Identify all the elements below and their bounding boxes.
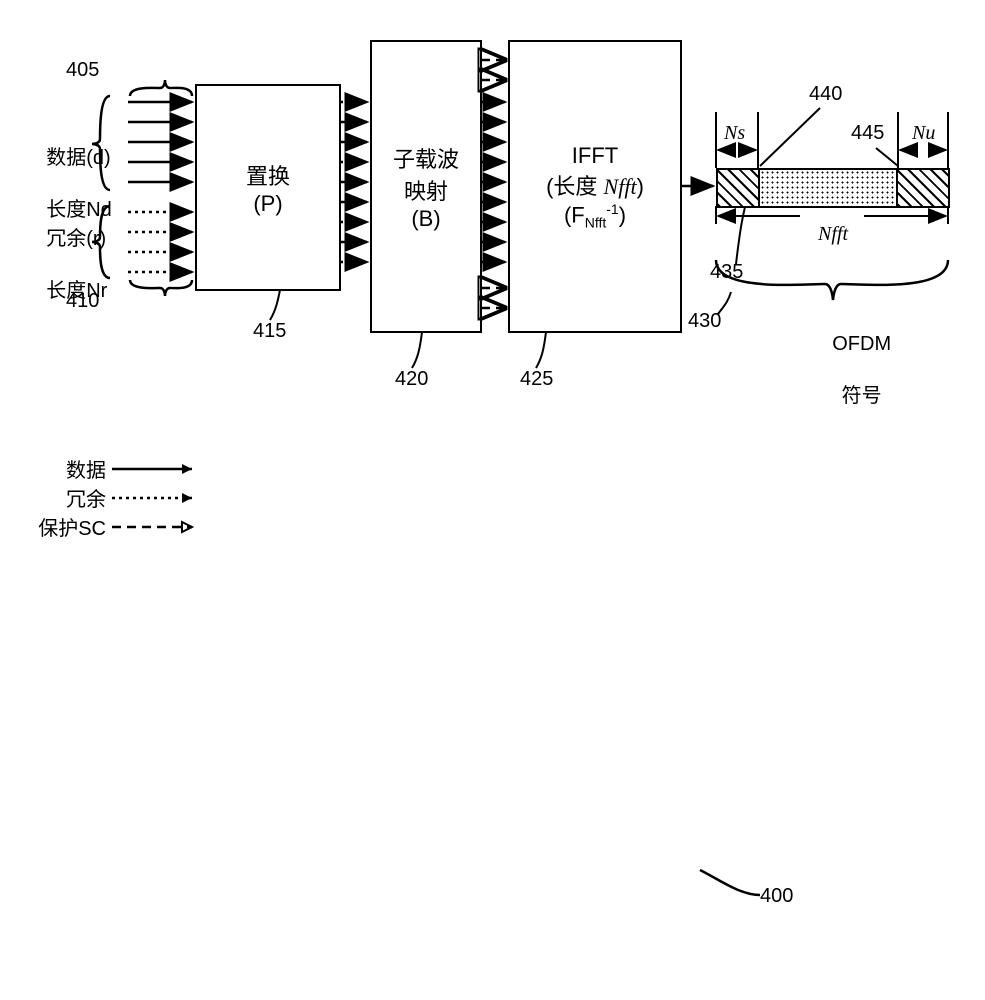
ref-405: 405 — [66, 59, 99, 82]
redund-line1: 冗余(r) — [46, 228, 106, 250]
diagram-canvas: 405 数据(d) 长度Nd 冗余(r) 长度Nr 410 置换 (P) 415… — [0, 0, 985, 1000]
ref-415: 415 — [253, 320, 286, 343]
ref-445: 445 — [851, 122, 884, 145]
block-p-label1: 置换 — [246, 159, 290, 191]
ofdm-ns-segment — [718, 170, 760, 206]
ref-425: 425 — [520, 368, 553, 391]
ref-440: 440 — [809, 83, 842, 106]
ref-410: 410 — [66, 290, 99, 313]
legend-guard-text: 保护SC — [26, 512, 112, 541]
ifft-label3: (FNfft-1) — [564, 201, 626, 231]
nfft-label: Nfft — [818, 223, 848, 246]
block-b-label3: (B) — [411, 206, 440, 232]
ref-420: 420 — [395, 368, 428, 391]
block-b-label2: 映射 — [404, 174, 448, 206]
legend-redund-text: 冗余 — [26, 483, 112, 512]
data-line1: 数据(d) — [46, 147, 110, 169]
nu-label: Nu — [912, 122, 935, 145]
legend-redund-arrow — [112, 488, 202, 508]
block-ifft: IFFT (长度 Nfft) (FNfft-1) — [508, 40, 682, 333]
ref-400: 400 — [760, 885, 793, 908]
ofdm-mid-segment — [760, 170, 898, 206]
legend-data-text: 数据 — [26, 454, 112, 483]
legend-guard-arrow — [112, 517, 202, 537]
ifft-label2: (长度 Nfft) — [546, 169, 644, 201]
legend-data-arrow — [112, 459, 202, 479]
ref-430: 430 — [688, 310, 721, 333]
ofdm-symbol — [716, 168, 950, 208]
legend-redundancy: 冗余 — [26, 483, 202, 512]
block-p-label2: (P) — [253, 191, 282, 217]
ofdm-nu-segment — [898, 170, 948, 206]
legend-data: 数据 — [26, 454, 202, 483]
ns-label: Ns — [724, 122, 745, 145]
ofdm-symbol-label: OFDM 符号 — [810, 310, 891, 431]
legend-guard: 保护SC — [26, 512, 202, 541]
ifft-label1: IFFT — [572, 143, 618, 169]
block-permutation: 置换 (P) — [195, 84, 341, 291]
ref-435: 435 — [710, 261, 743, 284]
block-b-label1: 子载波 — [393, 142, 459, 174]
block-subcarrier-map: 子载波 映射 (B) — [370, 40, 482, 333]
